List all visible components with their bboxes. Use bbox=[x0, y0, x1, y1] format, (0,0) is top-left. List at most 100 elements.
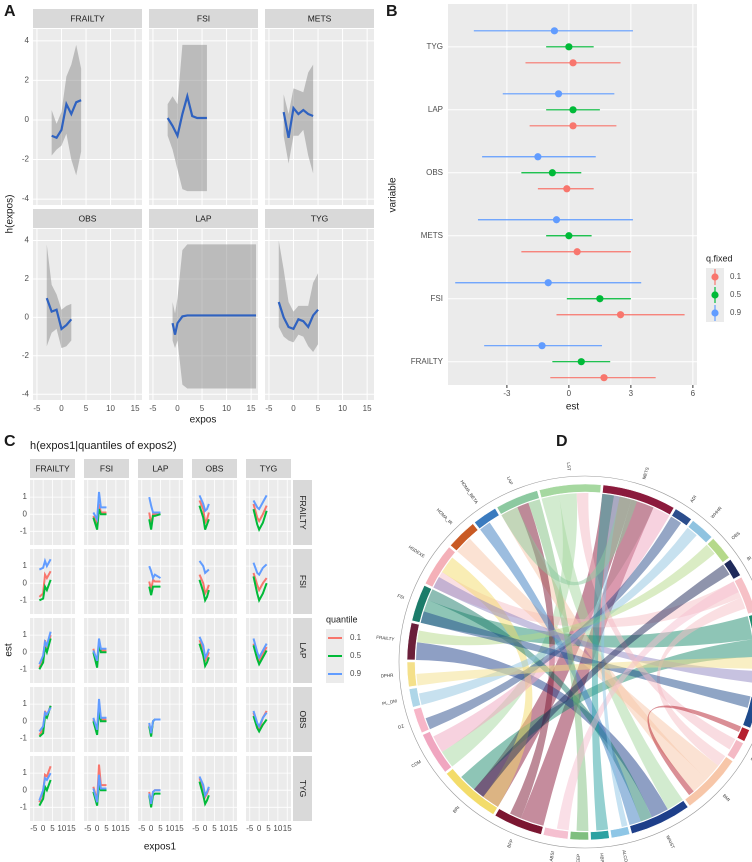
y-tick-label: 1 bbox=[23, 699, 28, 708]
sector bbox=[538, 483, 602, 499]
x-tick-label: 5 bbox=[158, 824, 163, 833]
legend-title: quantile bbox=[326, 614, 358, 624]
strip bbox=[33, 9, 142, 28]
strip bbox=[293, 756, 312, 821]
link bbox=[591, 493, 615, 831]
point bbox=[534, 153, 542, 161]
strip bbox=[265, 9, 374, 28]
line bbox=[252, 576, 268, 603]
line bbox=[38, 772, 52, 801]
confidence-band bbox=[278, 240, 319, 352]
line bbox=[38, 631, 52, 665]
line bbox=[171, 314, 257, 335]
y-tick-label: -4 bbox=[22, 389, 30, 398]
strip-label: OBS bbox=[206, 463, 224, 473]
line bbox=[148, 496, 161, 514]
strip bbox=[138, 459, 183, 478]
sector-label: PL_DM bbox=[382, 698, 398, 706]
strip-label: OBS bbox=[79, 213, 97, 223]
x-tick-label: 0 bbox=[567, 389, 572, 398]
sector bbox=[446, 768, 498, 815]
strip-label: TYG bbox=[298, 780, 308, 797]
point bbox=[550, 27, 559, 35]
x-tick-label: -5 bbox=[30, 824, 38, 833]
point bbox=[565, 232, 573, 240]
panel-label: D bbox=[556, 433, 568, 450]
sector bbox=[424, 546, 456, 588]
y-tick-label: FRAILTY bbox=[411, 357, 444, 366]
strip-label: TYG bbox=[260, 463, 277, 473]
y-tick-label: 0 bbox=[23, 785, 28, 794]
legend-label: 0.9 bbox=[730, 308, 742, 317]
x-axis-label: expos bbox=[190, 415, 217, 426]
y-axis-label: variable bbox=[388, 177, 399, 212]
strip bbox=[33, 209, 142, 228]
strip-label: LAP bbox=[152, 463, 168, 473]
sector bbox=[411, 585, 432, 623]
x-tick-label: 15 bbox=[121, 824, 130, 833]
y-tick-label: 0 bbox=[23, 509, 28, 518]
y-tick-label: -1 bbox=[20, 733, 28, 742]
sector-label: EDU bbox=[750, 756, 752, 765]
sector-label: ADI bbox=[689, 494, 697, 503]
point bbox=[577, 358, 585, 366]
x-tick-label: 0 bbox=[41, 824, 46, 833]
line bbox=[252, 503, 268, 524]
x-tick-label: 15 bbox=[229, 824, 238, 833]
x-tick-label: -5 bbox=[246, 824, 254, 833]
line bbox=[198, 494, 210, 513]
sector-label: LAP bbox=[506, 476, 514, 486]
x-tick-label: -5 bbox=[192, 824, 200, 833]
x-tick-label: 15 bbox=[247, 404, 256, 413]
x-tick-label: 6 bbox=[691, 389, 696, 398]
strip-label: FRAILTY bbox=[298, 495, 308, 530]
legend-label: 0.9 bbox=[350, 669, 362, 678]
y-tick-label: METS bbox=[421, 231, 443, 240]
y-tick-label: 0 bbox=[25, 312, 30, 321]
link bbox=[417, 544, 715, 646]
sector bbox=[450, 523, 479, 552]
legend-point bbox=[711, 273, 719, 281]
sector-label: ALCOHOL bbox=[621, 850, 630, 862]
x-tick-label: 0 bbox=[59, 404, 64, 413]
sector bbox=[629, 800, 689, 835]
link bbox=[433, 577, 752, 683]
link bbox=[510, 502, 555, 819]
sector-label: METS bbox=[641, 467, 650, 480]
line bbox=[252, 710, 268, 729]
line bbox=[51, 99, 82, 140]
sector bbox=[494, 808, 544, 835]
line bbox=[148, 511, 161, 525]
y-tick-label: 1 bbox=[23, 492, 28, 501]
line bbox=[198, 776, 210, 799]
link bbox=[656, 597, 746, 766]
legend-title: q.fixed bbox=[706, 253, 733, 263]
link bbox=[576, 493, 736, 750]
point bbox=[573, 248, 581, 256]
x-tick-label: 10 bbox=[57, 824, 66, 833]
link bbox=[601, 495, 628, 827]
link bbox=[416, 657, 752, 686]
panel-label: B bbox=[386, 3, 398, 20]
y-tick-label: -1 bbox=[20, 664, 28, 673]
sector bbox=[422, 731, 452, 773]
x-tick-label: 3 bbox=[629, 389, 634, 398]
x-axis-label: est bbox=[566, 402, 580, 413]
y-tick-label: 0 bbox=[25, 115, 30, 124]
legend-label: 0.5 bbox=[350, 651, 362, 660]
sector bbox=[406, 661, 417, 688]
confidence-band bbox=[283, 64, 314, 174]
y-tick-label: 2 bbox=[25, 76, 30, 85]
line bbox=[277, 301, 319, 331]
sector-label: FSI bbox=[397, 593, 405, 600]
x-tick-label: 15 bbox=[67, 824, 76, 833]
x-tick-label: -5 bbox=[138, 824, 146, 833]
line bbox=[45, 297, 73, 331]
y-tick-label: 1 bbox=[23, 561, 28, 570]
strip-label: FSI bbox=[298, 575, 308, 588]
line bbox=[38, 570, 52, 598]
sector bbox=[742, 696, 752, 729]
x-tick-label: 0 bbox=[257, 824, 262, 833]
point bbox=[600, 374, 608, 382]
